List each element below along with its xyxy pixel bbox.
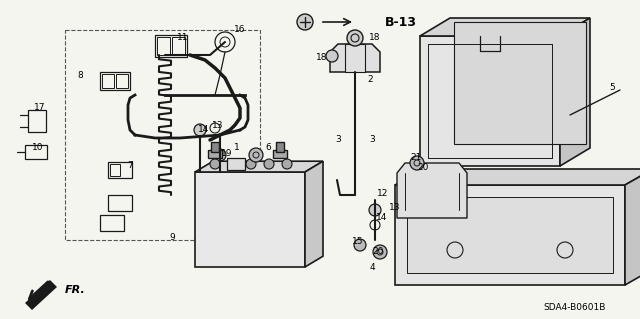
Text: 15: 15 <box>352 238 364 247</box>
Polygon shape <box>420 18 590 36</box>
Circle shape <box>347 30 363 46</box>
Polygon shape <box>625 169 640 285</box>
Polygon shape <box>420 36 560 166</box>
Text: 19: 19 <box>221 149 233 158</box>
Text: 4: 4 <box>369 263 375 272</box>
Circle shape <box>214 149 226 161</box>
Text: 2: 2 <box>367 76 373 85</box>
Polygon shape <box>397 163 467 218</box>
Polygon shape <box>330 44 380 72</box>
Text: 11: 11 <box>177 33 189 41</box>
Bar <box>102 74 114 88</box>
Text: 12: 12 <box>378 189 388 197</box>
Bar <box>195 172 305 267</box>
Circle shape <box>373 245 387 259</box>
Text: 13: 13 <box>212 121 224 130</box>
Text: B-13: B-13 <box>385 16 417 28</box>
Text: 9: 9 <box>169 234 175 242</box>
Circle shape <box>249 148 263 162</box>
Text: 17: 17 <box>35 102 45 112</box>
Bar <box>108 195 132 211</box>
Polygon shape <box>560 18 590 166</box>
Circle shape <box>194 124 206 136</box>
Circle shape <box>210 159 220 169</box>
Bar <box>110 164 120 176</box>
Circle shape <box>326 50 338 62</box>
Bar <box>100 215 124 231</box>
Circle shape <box>282 159 292 169</box>
Text: 13: 13 <box>389 204 401 212</box>
Bar <box>407 197 613 273</box>
Bar <box>345 44 365 72</box>
Bar <box>25 145 47 159</box>
Circle shape <box>354 239 366 251</box>
Text: 10: 10 <box>32 144 44 152</box>
Text: 3: 3 <box>335 136 341 145</box>
Text: 18: 18 <box>369 33 381 41</box>
Text: FR.: FR. <box>65 285 86 295</box>
Bar <box>208 150 222 158</box>
Bar <box>227 158 245 170</box>
Bar <box>155 35 187 57</box>
Circle shape <box>246 159 256 169</box>
Text: 16: 16 <box>234 26 246 34</box>
Circle shape <box>264 159 274 169</box>
Polygon shape <box>25 280 57 310</box>
Text: 5: 5 <box>609 84 615 93</box>
Text: 18: 18 <box>316 54 328 63</box>
Circle shape <box>228 159 238 169</box>
Text: 6: 6 <box>265 144 271 152</box>
Bar <box>172 37 185 55</box>
Polygon shape <box>195 161 323 172</box>
Bar <box>28 110 46 132</box>
Text: 14: 14 <box>198 125 210 135</box>
Text: 20: 20 <box>417 164 429 173</box>
Polygon shape <box>395 185 625 285</box>
Text: 20: 20 <box>372 248 384 256</box>
Text: SDA4-B0601B: SDA4-B0601B <box>544 303 606 313</box>
Bar <box>276 142 284 152</box>
Bar <box>108 162 132 178</box>
Text: 1: 1 <box>234 144 240 152</box>
Circle shape <box>410 156 424 170</box>
Bar <box>211 142 219 152</box>
Polygon shape <box>395 169 640 185</box>
Bar <box>116 74 128 88</box>
Circle shape <box>369 204 381 216</box>
Text: 7: 7 <box>127 160 133 169</box>
Bar <box>157 37 170 55</box>
Bar <box>100 72 130 90</box>
Polygon shape <box>454 22 586 144</box>
Bar <box>273 150 287 158</box>
Text: 21: 21 <box>410 153 422 162</box>
Circle shape <box>297 14 313 30</box>
Text: 3: 3 <box>369 136 375 145</box>
Polygon shape <box>305 161 323 267</box>
Text: 8: 8 <box>77 70 83 79</box>
Text: 14: 14 <box>376 213 388 222</box>
